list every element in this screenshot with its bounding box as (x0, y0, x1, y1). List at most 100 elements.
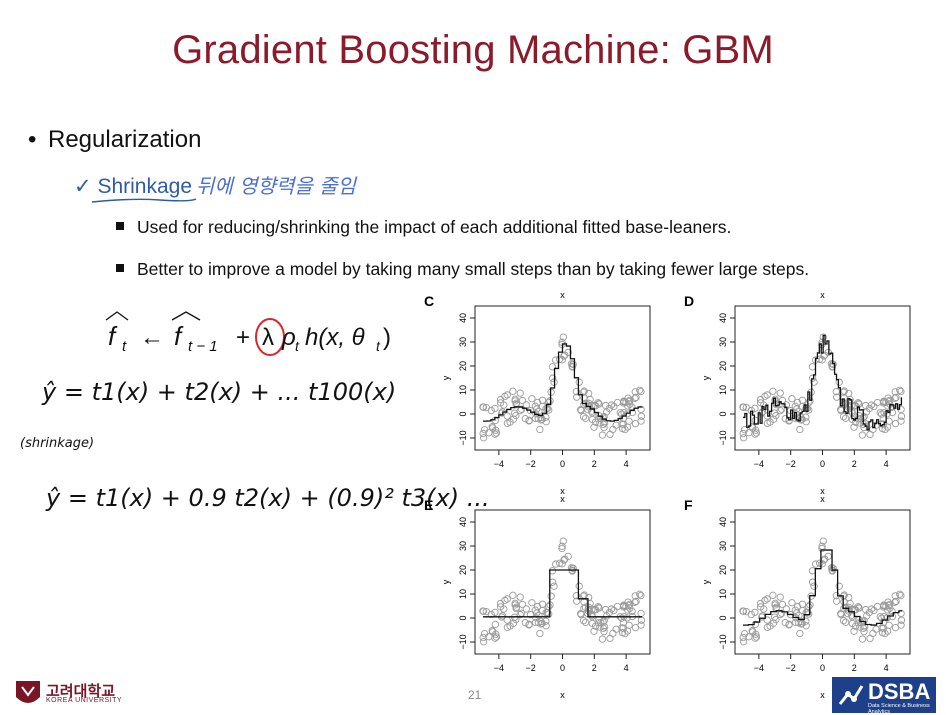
data-point (607, 605, 616, 613)
data-point (878, 624, 886, 632)
fitted-curve (742, 549, 903, 626)
data-point (637, 405, 645, 414)
data-point (873, 602, 882, 611)
data-point (480, 426, 489, 434)
data-point (577, 610, 585, 619)
y-tick-label: 10 (458, 589, 468, 599)
data-point (521, 619, 529, 627)
data-point (492, 429, 501, 437)
plot-frame (474, 305, 651, 451)
data-point (518, 600, 527, 609)
data-point (891, 394, 899, 402)
data-point (506, 622, 514, 630)
data-point (487, 406, 495, 415)
handwritten-line-3: ŷ = t1(x) + 0.9 t2(x) + (0.9)² t3(x) ... (46, 484, 490, 512)
data-point (598, 635, 607, 643)
data-point (766, 418, 774, 426)
data-point (788, 599, 796, 607)
data-point (496, 599, 505, 608)
bullet-dot: • (28, 126, 37, 153)
dsba-subtitle: Data Science & Business Analytics (868, 703, 930, 715)
data-point (885, 621, 893, 629)
data-point (897, 417, 905, 425)
data-point (637, 621, 645, 629)
data-point (833, 597, 841, 605)
data-point (810, 582, 818, 590)
panel-title: x (820, 494, 825, 504)
data-point (509, 387, 517, 395)
data-point (542, 418, 550, 426)
data-point (491, 608, 499, 617)
data-point (839, 412, 848, 421)
point-1-text: Used for reducing/shrinking the impact o… (137, 217, 732, 237)
data-point (860, 627, 868, 636)
data-point (618, 425, 627, 433)
data-point (606, 634, 614, 643)
dsba-title: DSBA (868, 679, 931, 704)
svg-text:t: t (376, 338, 381, 354)
y-axis-label: y (701, 579, 711, 584)
data-point (498, 409, 506, 417)
data-point (538, 396, 547, 404)
svg-text:←: ← (140, 324, 164, 351)
data-point (841, 414, 850, 422)
data-point (533, 405, 541, 413)
data-point (824, 348, 832, 356)
data-point (897, 621, 905, 629)
data-point (569, 564, 577, 573)
data-point (572, 592, 580, 600)
data-point (558, 542, 566, 550)
data-point (763, 616, 771, 624)
data-point (763, 595, 771, 603)
data-point (600, 423, 608, 432)
data-point (835, 582, 843, 590)
data-point (592, 402, 600, 410)
data-point (751, 404, 759, 413)
slide-title: Gradient Boosting Machine: GBM (172, 28, 774, 72)
data-point (503, 412, 511, 420)
svg-text:h(x, θ: h(x, θ (305, 324, 365, 351)
x-tick-label: 4 (624, 663, 629, 673)
data-point (560, 556, 568, 564)
data-point (860, 412, 868, 421)
data-point (599, 420, 608, 428)
data-point (897, 591, 905, 600)
data-point (575, 378, 583, 386)
data-point (491, 404, 499, 413)
data-point (612, 421, 620, 429)
data-point (479, 434, 488, 442)
fitted-curve (482, 343, 643, 422)
y-tick-label: 40 (458, 517, 468, 527)
data-point (518, 405, 526, 413)
panel-label: E (424, 497, 433, 513)
data-point (760, 605, 768, 613)
data-point (618, 624, 626, 632)
data-point (749, 424, 757, 432)
data-point (503, 391, 511, 399)
data-point (882, 398, 890, 407)
data-point (885, 417, 893, 425)
x-axis-label: x (820, 486, 825, 496)
data-point (525, 416, 533, 424)
data-point (840, 591, 848, 599)
data-point (832, 388, 840, 396)
data-point (492, 633, 501, 641)
data-point (518, 396, 527, 405)
data-point (545, 602, 553, 611)
data-point (585, 603, 593, 611)
x-tick-label: −2 (786, 459, 796, 469)
data-point (500, 401, 508, 409)
data-point (596, 623, 604, 631)
data-point (628, 607, 636, 616)
data-point (548, 363, 557, 371)
x-tick-label: 4 (624, 459, 629, 469)
data-point (559, 333, 567, 341)
data-point (798, 600, 807, 608)
data-point (883, 614, 891, 622)
data-point (892, 597, 900, 606)
data-point (516, 593, 524, 601)
data-point (867, 605, 876, 613)
data-point (852, 606, 860, 614)
